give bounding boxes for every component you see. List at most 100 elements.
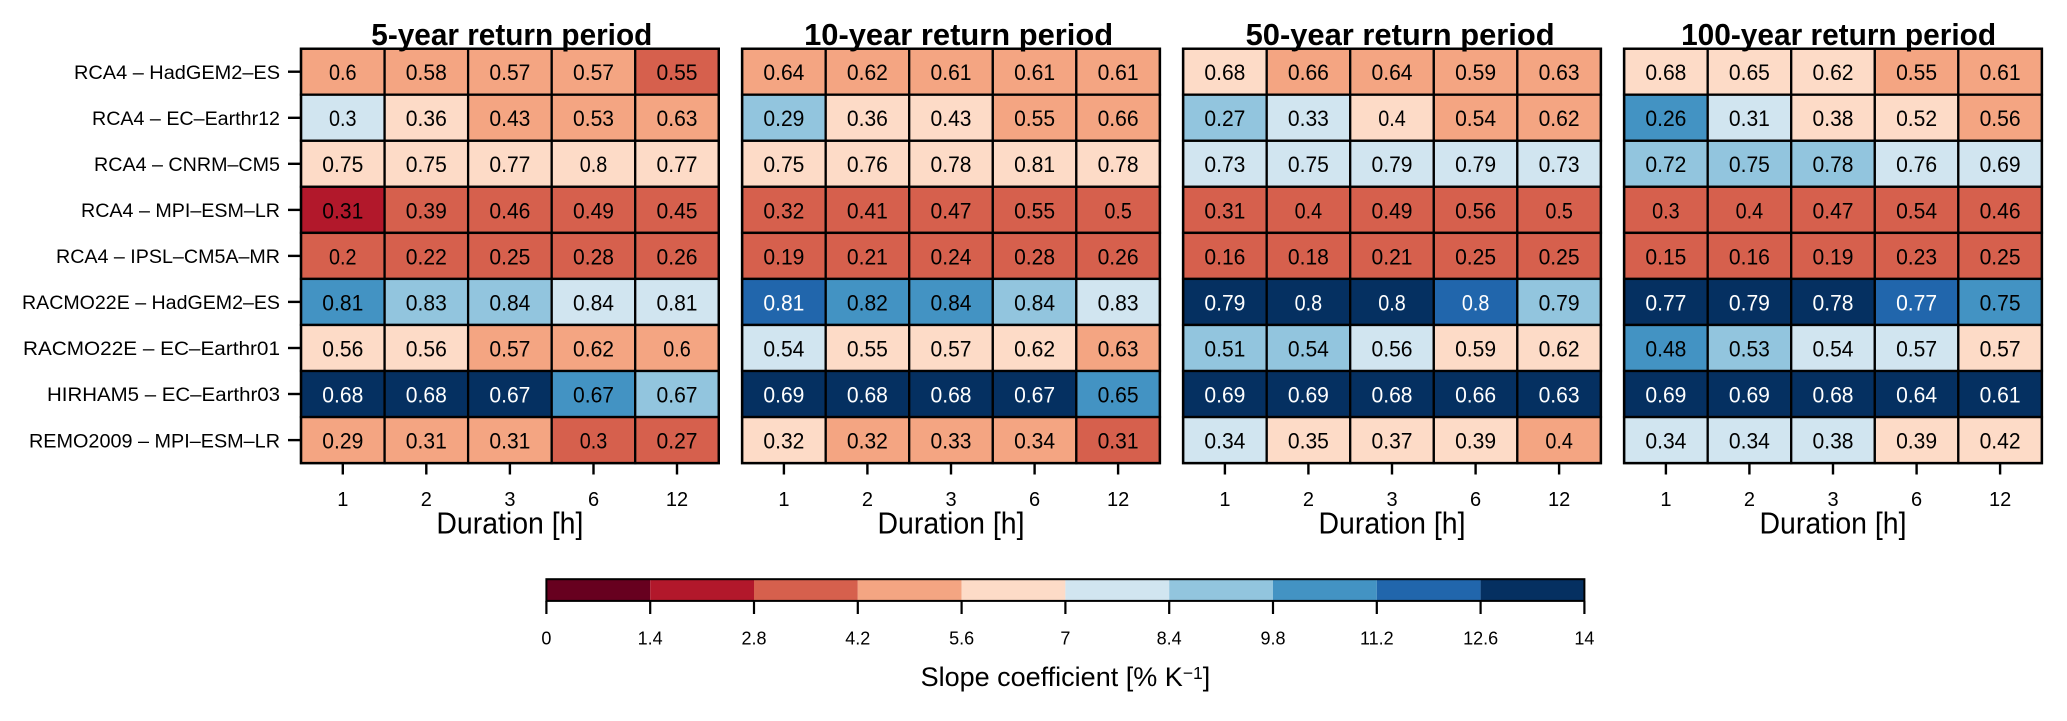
svg-text:0.32: 0.32 bbox=[763, 198, 804, 223]
svg-text:0.18: 0.18 bbox=[1288, 244, 1329, 269]
svg-text:0.31: 0.31 bbox=[1098, 429, 1139, 454]
svg-text:0.72: 0.72 bbox=[1645, 152, 1686, 177]
svg-text:0.53: 0.53 bbox=[1729, 336, 1770, 361]
svg-text:0.61: 0.61 bbox=[1098, 60, 1139, 85]
svg-text:0.48: 0.48 bbox=[1645, 336, 1686, 361]
svg-text:0.45: 0.45 bbox=[657, 198, 698, 223]
svg-text:0.81: 0.81 bbox=[763, 290, 804, 315]
svg-text:0.8: 0.8 bbox=[580, 152, 608, 177]
svg-text:0.78: 0.78 bbox=[1813, 152, 1854, 177]
svg-text:0.79: 0.79 bbox=[1729, 290, 1770, 315]
svg-text:0.78: 0.78 bbox=[1813, 290, 1854, 315]
svg-text:0.3: 0.3 bbox=[329, 106, 357, 131]
svg-text:0.61: 0.61 bbox=[1980, 60, 2021, 85]
svg-text:0.69: 0.69 bbox=[763, 382, 804, 407]
svg-text:0.55: 0.55 bbox=[1896, 60, 1937, 85]
svg-text:0.83: 0.83 bbox=[406, 290, 447, 315]
svg-text:0.4: 0.4 bbox=[1736, 198, 1764, 223]
svg-text:3: 3 bbox=[1827, 489, 1838, 511]
svg-text:8.4: 8.4 bbox=[1157, 629, 1182, 649]
svg-text:0.24: 0.24 bbox=[931, 244, 972, 269]
svg-text:0.15: 0.15 bbox=[1645, 244, 1686, 269]
svg-text:0.31: 0.31 bbox=[406, 429, 447, 454]
svg-text:1: 1 bbox=[778, 489, 789, 511]
svg-text:0.43: 0.43 bbox=[489, 106, 530, 131]
svg-text:2.8: 2.8 bbox=[741, 629, 766, 649]
svg-text:0.28: 0.28 bbox=[1014, 244, 1055, 269]
svg-text:0.49: 0.49 bbox=[573, 198, 614, 223]
svg-text:0.84: 0.84 bbox=[489, 290, 530, 315]
svg-text:0.53: 0.53 bbox=[573, 106, 614, 131]
svg-text:0.54: 0.54 bbox=[1896, 198, 1937, 223]
svg-text:0.54: 0.54 bbox=[1288, 336, 1329, 361]
svg-text:6: 6 bbox=[588, 489, 599, 511]
svg-text:0.57: 0.57 bbox=[489, 60, 530, 85]
svg-text:Duration [h]: Duration [h] bbox=[1319, 507, 1466, 541]
svg-text:12: 12 bbox=[1548, 489, 1570, 511]
svg-text:0.62: 0.62 bbox=[1813, 60, 1854, 85]
svg-text:0.37: 0.37 bbox=[1372, 429, 1413, 454]
svg-text:0.26: 0.26 bbox=[657, 244, 698, 269]
svg-text:RCA4 – MPI–ESM–LR: RCA4 – MPI–ESM–LR bbox=[81, 201, 280, 222]
svg-text:0.67: 0.67 bbox=[657, 382, 698, 407]
svg-text:0.57: 0.57 bbox=[1896, 336, 1937, 361]
svg-text:0.63: 0.63 bbox=[1539, 382, 1580, 407]
svg-text:0.66: 0.66 bbox=[1288, 60, 1329, 85]
svg-text:0.68: 0.68 bbox=[847, 382, 888, 407]
svg-text:0.42: 0.42 bbox=[1980, 429, 2021, 454]
svg-text:RCA4 – EC–Earthr12: RCA4 – EC–Earthr12 bbox=[92, 109, 280, 130]
svg-text:0.66: 0.66 bbox=[1455, 382, 1496, 407]
svg-text:0.76: 0.76 bbox=[1896, 152, 1937, 177]
svg-text:0.25: 0.25 bbox=[1455, 244, 1496, 269]
svg-text:0.51: 0.51 bbox=[1204, 336, 1245, 361]
svg-text:0.19: 0.19 bbox=[763, 244, 804, 269]
svg-text:RACMO22E – HadGEM2–ES: RACMO22E – HadGEM2–ES bbox=[22, 293, 280, 314]
svg-text:0.62: 0.62 bbox=[1539, 336, 1580, 361]
svg-text:0.26: 0.26 bbox=[1645, 106, 1686, 131]
svg-text:0.5: 0.5 bbox=[1104, 198, 1132, 223]
svg-text:11.2: 11.2 bbox=[1360, 629, 1394, 649]
svg-text:6: 6 bbox=[1911, 489, 1922, 511]
svg-text:12.6: 12.6 bbox=[1463, 629, 1498, 649]
svg-text:4.2: 4.2 bbox=[845, 629, 870, 649]
svg-text:0.32: 0.32 bbox=[847, 429, 888, 454]
svg-text:0.75: 0.75 bbox=[1980, 290, 2021, 315]
svg-text:0.56: 0.56 bbox=[1455, 198, 1496, 223]
svg-text:0.16: 0.16 bbox=[1204, 244, 1245, 269]
svg-text:0.8: 0.8 bbox=[1378, 290, 1406, 315]
svg-text:0.33: 0.33 bbox=[1288, 106, 1329, 131]
svg-text:14: 14 bbox=[1574, 629, 1594, 649]
svg-text:RCA4 – CNRM–CM5: RCA4 – CNRM–CM5 bbox=[94, 155, 280, 176]
svg-text:0.2: 0.2 bbox=[329, 244, 357, 269]
svg-text:0.56: 0.56 bbox=[1372, 336, 1413, 361]
svg-text:0.68: 0.68 bbox=[1813, 382, 1854, 407]
svg-text:0.28: 0.28 bbox=[573, 244, 614, 269]
svg-text:0.61: 0.61 bbox=[1980, 382, 2021, 407]
svg-text:0.68: 0.68 bbox=[406, 382, 447, 407]
svg-text:0.47: 0.47 bbox=[1813, 198, 1854, 223]
svg-text:0.39: 0.39 bbox=[406, 198, 447, 223]
svg-text:12: 12 bbox=[1107, 489, 1129, 511]
svg-text:0.57: 0.57 bbox=[489, 336, 530, 361]
svg-text:0.68: 0.68 bbox=[1204, 60, 1245, 85]
svg-text:0.46: 0.46 bbox=[489, 198, 530, 223]
svg-text:0.38: 0.38 bbox=[1813, 429, 1854, 454]
svg-text:0.67: 0.67 bbox=[489, 382, 530, 407]
svg-text:0.21: 0.21 bbox=[1372, 244, 1413, 269]
svg-text:0.55: 0.55 bbox=[847, 336, 888, 361]
svg-text:0.84: 0.84 bbox=[573, 290, 614, 315]
svg-text:0.84: 0.84 bbox=[1014, 290, 1055, 315]
svg-text:0.21: 0.21 bbox=[847, 244, 888, 269]
svg-text:50-year return period: 50-year return period bbox=[1246, 18, 1555, 52]
svg-text:0.81: 0.81 bbox=[322, 290, 363, 315]
svg-text:0.3: 0.3 bbox=[1652, 198, 1680, 223]
svg-text:3: 3 bbox=[945, 489, 956, 511]
svg-text:0.56: 0.56 bbox=[322, 336, 363, 361]
svg-text:0.35: 0.35 bbox=[1288, 429, 1329, 454]
svg-text:0.78: 0.78 bbox=[931, 152, 972, 177]
svg-text:REMO2009 – MPI–ESM–LR: REMO2009 – MPI–ESM–LR bbox=[29, 431, 280, 452]
svg-text:1: 1 bbox=[337, 489, 348, 511]
svg-text:0.79: 0.79 bbox=[1204, 290, 1245, 315]
svg-text:0.73: 0.73 bbox=[1204, 152, 1245, 177]
svg-text:12: 12 bbox=[1989, 489, 2011, 511]
